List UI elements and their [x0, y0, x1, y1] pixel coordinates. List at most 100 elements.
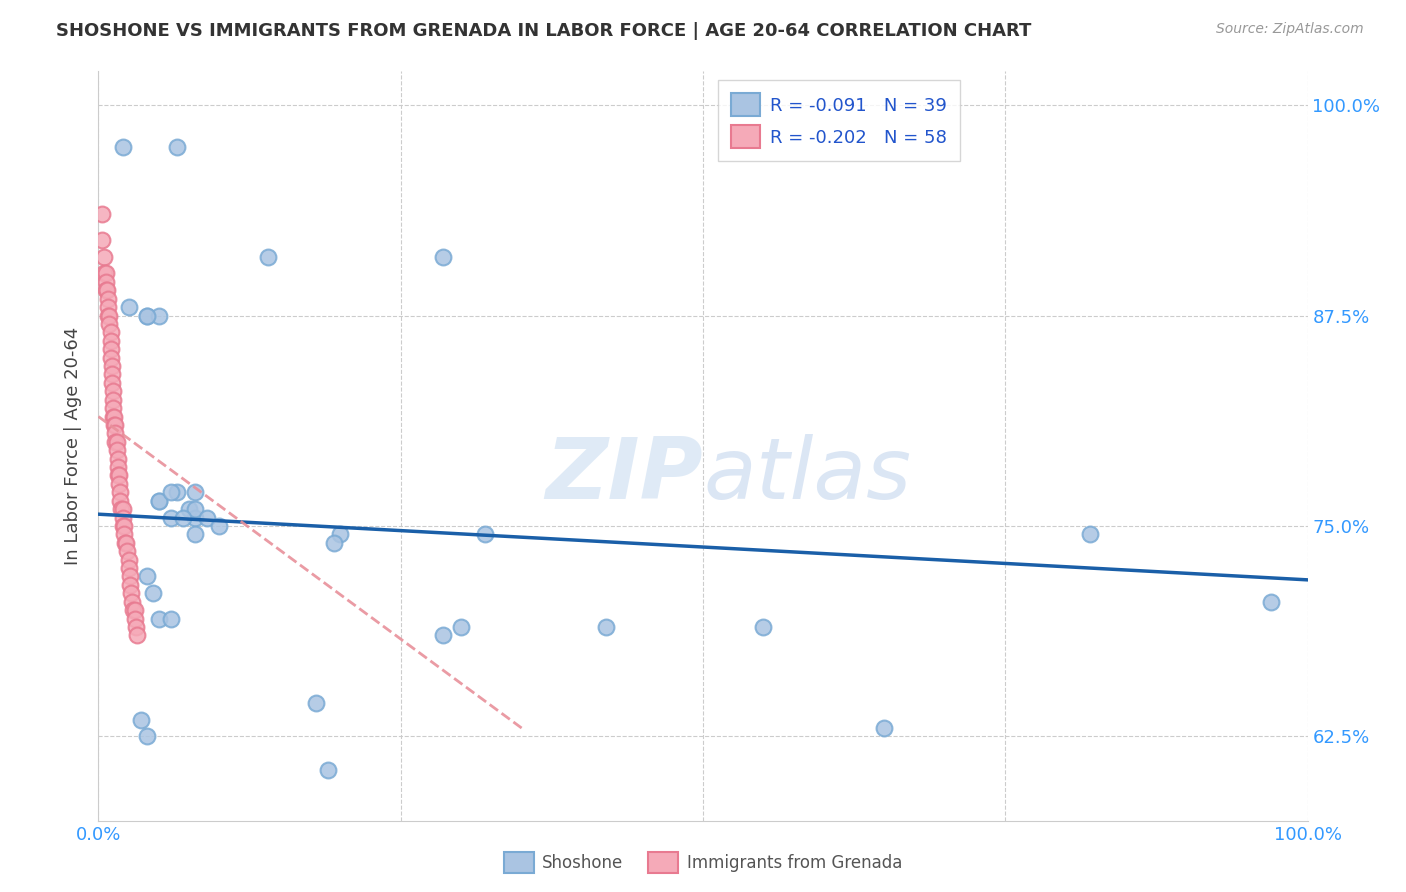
- Point: [115, 536, 138, 550]
- Point: [323, 536, 346, 550]
- Point: [166, 485, 188, 500]
- Point: [752, 620, 775, 634]
- Point: [118, 561, 141, 575]
- Point: [432, 628, 454, 642]
- Point: [100, 368, 122, 382]
- Point: [142, 586, 165, 600]
- Point: [118, 578, 141, 592]
- Point: [100, 334, 122, 348]
- Point: [108, 468, 131, 483]
- Point: [107, 460, 129, 475]
- Point: [129, 713, 152, 727]
- Text: Source: ZipAtlas.com: Source: ZipAtlas.com: [1216, 22, 1364, 37]
- Point: [111, 519, 134, 533]
- Point: [432, 250, 454, 264]
- Point: [94, 283, 117, 297]
- Point: [256, 250, 278, 264]
- Point: [97, 300, 120, 314]
- Point: [114, 536, 136, 550]
- Point: [148, 493, 170, 508]
- Point: [103, 409, 125, 424]
- Point: [111, 502, 134, 516]
- Point: [122, 603, 145, 617]
- Point: [107, 468, 129, 483]
- Text: atlas: atlas: [703, 434, 911, 517]
- Point: [195, 510, 218, 524]
- Point: [107, 451, 129, 466]
- Point: [108, 485, 131, 500]
- Point: [125, 620, 148, 634]
- Point: [105, 434, 128, 449]
- Point: [135, 569, 157, 583]
- Point: [148, 493, 170, 508]
- Point: [316, 763, 339, 777]
- Point: [108, 493, 131, 508]
- Point: [111, 510, 134, 524]
- Point: [98, 309, 121, 323]
- Point: [135, 309, 157, 323]
- Text: SHOSHONE VS IMMIGRANTS FROM GRENADA IN LABOR FORCE | AGE 20-64 CORRELATION CHART: SHOSHONE VS IMMIGRANTS FROM GRENADA IN L…: [56, 22, 1032, 40]
- Point: [100, 376, 122, 390]
- Point: [166, 140, 188, 154]
- Point: [127, 628, 149, 642]
- Point: [104, 434, 127, 449]
- Point: [160, 611, 183, 625]
- Text: ZIP: ZIP: [546, 434, 703, 517]
- Point: [208, 519, 231, 533]
- Point: [135, 309, 157, 323]
- Point: [103, 417, 125, 432]
- Point: [104, 417, 127, 432]
- Legend: Shoshone, Immigrants from Grenada: Shoshone, Immigrants from Grenada: [498, 846, 908, 880]
- Point: [120, 586, 142, 600]
- Point: [179, 502, 201, 516]
- Point: [97, 292, 120, 306]
- Legend: R = -0.091   N = 39, R = -0.202   N = 58: R = -0.091 N = 39, R = -0.202 N = 58: [718, 80, 960, 161]
- Point: [595, 620, 617, 634]
- Point: [94, 275, 117, 289]
- Point: [160, 510, 183, 524]
- Point: [148, 611, 170, 625]
- Point: [184, 502, 207, 516]
- Point: [329, 527, 352, 541]
- Point: [124, 611, 146, 625]
- Point: [93, 267, 115, 281]
- Point: [100, 342, 122, 356]
- Point: [1078, 527, 1101, 541]
- Point: [100, 351, 122, 365]
- Point: [91, 233, 114, 247]
- Point: [110, 502, 132, 516]
- Point: [118, 552, 141, 566]
- Point: [101, 384, 124, 399]
- Point: [101, 401, 124, 416]
- Point: [124, 603, 146, 617]
- Point: [117, 544, 139, 558]
- Point: [148, 309, 170, 323]
- Point: [104, 426, 127, 441]
- Point: [97, 309, 120, 323]
- Point: [100, 326, 122, 340]
- Point: [118, 300, 141, 314]
- Point: [96, 283, 118, 297]
- Point: [305, 696, 328, 710]
- Point: [135, 730, 157, 744]
- Point: [1260, 595, 1282, 609]
- Point: [112, 527, 135, 541]
- Point: [118, 569, 141, 583]
- Point: [105, 443, 128, 458]
- Point: [100, 359, 122, 373]
- Point: [112, 519, 135, 533]
- Point: [98, 317, 121, 331]
- Point: [184, 527, 207, 541]
- Point: [184, 485, 207, 500]
- Point: [101, 392, 124, 407]
- Point: [108, 476, 131, 491]
- Point: [111, 140, 134, 154]
- Point: [91, 207, 114, 221]
- Point: [873, 721, 896, 735]
- Point: [93, 250, 115, 264]
- Point: [474, 527, 496, 541]
- Point: [101, 409, 124, 424]
- Point: [160, 485, 183, 500]
- Point: [184, 510, 207, 524]
- Point: [121, 595, 143, 609]
